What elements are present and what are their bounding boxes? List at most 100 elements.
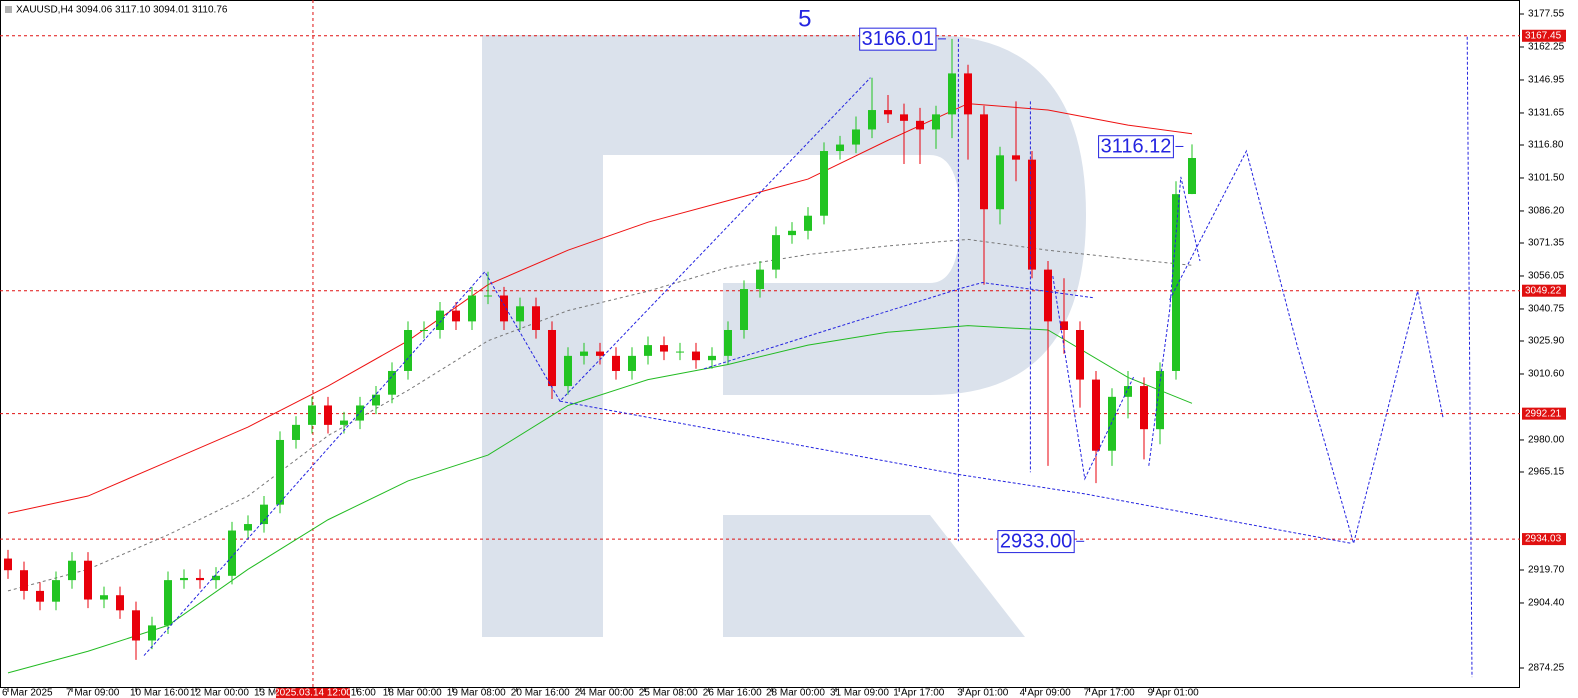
candle-body (612, 355, 620, 371)
header: XAUUSD,H4 3094.06 3117.10 3094.01 3110.7… (16, 5, 228, 16)
candle-body (180, 577, 188, 581)
candle-body (468, 295, 476, 322)
candle-body (1012, 155, 1020, 160)
candle-body (452, 310, 460, 322)
cursor-label-box (275, 688, 350, 698)
candle-body (1028, 159, 1036, 270)
plot-frame (0, 0, 1520, 688)
candle-body (276, 439, 284, 505)
candle-body (580, 351, 588, 356)
y-tick-label: 2980.00 (1528, 435, 1565, 446)
x-tick-label: 12 Mar 00:00 (190, 688, 249, 698)
candle-body (1156, 370, 1164, 430)
candle-body (1124, 386, 1132, 397)
wave-line (559, 400, 1353, 544)
watermark (482, 35, 1086, 637)
y-tick-label: 3071.35 (1528, 238, 1565, 249)
candle-body (932, 114, 940, 130)
candle-body (244, 524, 252, 531)
y-tick-label: 2965.15 (1528, 467, 1565, 478)
candle-body (564, 355, 572, 387)
candle-body (676, 351, 684, 353)
cursor-label: 2025.03.14 12:00 (274, 688, 352, 698)
candle-body (1172, 194, 1180, 371)
candle-body (20, 570, 28, 591)
candle-body (692, 351, 700, 361)
candle-body (532, 306, 540, 330)
x-tick-label: 9 Apr 01:00 (1148, 688, 1200, 698)
candle-body (964, 73, 972, 115)
candle-body (132, 610, 140, 641)
moving-average (7, 103, 1193, 514)
x-tick-label: 25 Mar 08:00 (639, 688, 698, 698)
moving-average (7, 325, 1193, 674)
candle-body (1060, 321, 1068, 330)
x-tick-label: 16:00 (351, 688, 376, 698)
wave-line (1169, 149, 1444, 546)
wave-line (1466, 36, 1473, 678)
candle-body (292, 424, 300, 440)
candle-body (356, 405, 364, 421)
candle-body (388, 370, 396, 395)
candle-body (436, 310, 444, 330)
x-tick-label: 18 Mar 00:00 (383, 688, 442, 698)
level-label-box (1522, 407, 1566, 420)
y-tick-label: 3025.90 (1528, 336, 1565, 347)
candle-body (148, 625, 156, 641)
candle-body (708, 355, 716, 361)
y-tick-label: 3086.20 (1528, 206, 1565, 217)
wave-line (703, 282, 1093, 370)
candle-body (484, 295, 492, 297)
candle-body (884, 110, 892, 115)
candle-body (36, 590, 44, 602)
level-label: 3167.45 (1525, 30, 1562, 41)
candle-body (372, 394, 380, 406)
price-annotation-box (859, 27, 937, 51)
candle-body (548, 329, 556, 387)
candle-body (788, 230, 796, 236)
candle-body (644, 345, 652, 356)
y-tick-label: 3146.95 (1528, 75, 1565, 86)
candle-body (164, 580, 172, 626)
x-tick-label: 13 M (254, 688, 276, 698)
x-tick-label: 19 Mar 08:00 (447, 688, 506, 698)
candle-body (868, 110, 876, 130)
wave-line (143, 77, 871, 656)
wave-label: 5 (798, 5, 811, 32)
x-tick-label: 26 Mar 16:00 (703, 688, 762, 698)
x-tick-label: 7 Mar 09:00 (66, 688, 120, 698)
level-label-box (1522, 29, 1566, 42)
candle-body (1188, 158, 1196, 195)
candle-body (404, 329, 412, 371)
candle-body (772, 235, 780, 270)
y-tick-label: 3101.50 (1528, 173, 1565, 184)
candle-body (212, 575, 220, 581)
x-tick-label: 28 Mar 00:00 (766, 688, 825, 698)
candle-body (1140, 386, 1148, 430)
candle-body (500, 295, 508, 322)
price-annotation-box (997, 530, 1075, 554)
y-tick-label: 2874.25 (1528, 663, 1565, 674)
level-label: 2934.03 (1525, 534, 1562, 545)
candle-body (596, 351, 604, 356)
candle-body (116, 595, 124, 611)
price-annotation: 2933.00 (1000, 531, 1072, 553)
candle-body (1092, 379, 1100, 451)
price-annotation: 3166.01 (862, 28, 934, 50)
candle-body (228, 530, 236, 576)
y-tick-label: 3010.60 (1528, 369, 1565, 380)
candle-body (1044, 269, 1052, 322)
x-tick-label: 10 Mar 16:00 (130, 688, 189, 698)
candle-body (516, 306, 524, 322)
candle-body (852, 129, 860, 145)
watermark-r (482, 35, 1086, 637)
candle-body (260, 504, 268, 525)
level-label: 3049.22 (1525, 285, 1562, 296)
candle-body (4, 558, 12, 571)
y-tick-label: 2919.70 (1528, 565, 1565, 576)
candle-body (660, 345, 668, 352)
wave-line (1052, 276, 1135, 481)
candle-body (948, 73, 956, 115)
y-tick-label: 3056.05 (1528, 271, 1565, 282)
